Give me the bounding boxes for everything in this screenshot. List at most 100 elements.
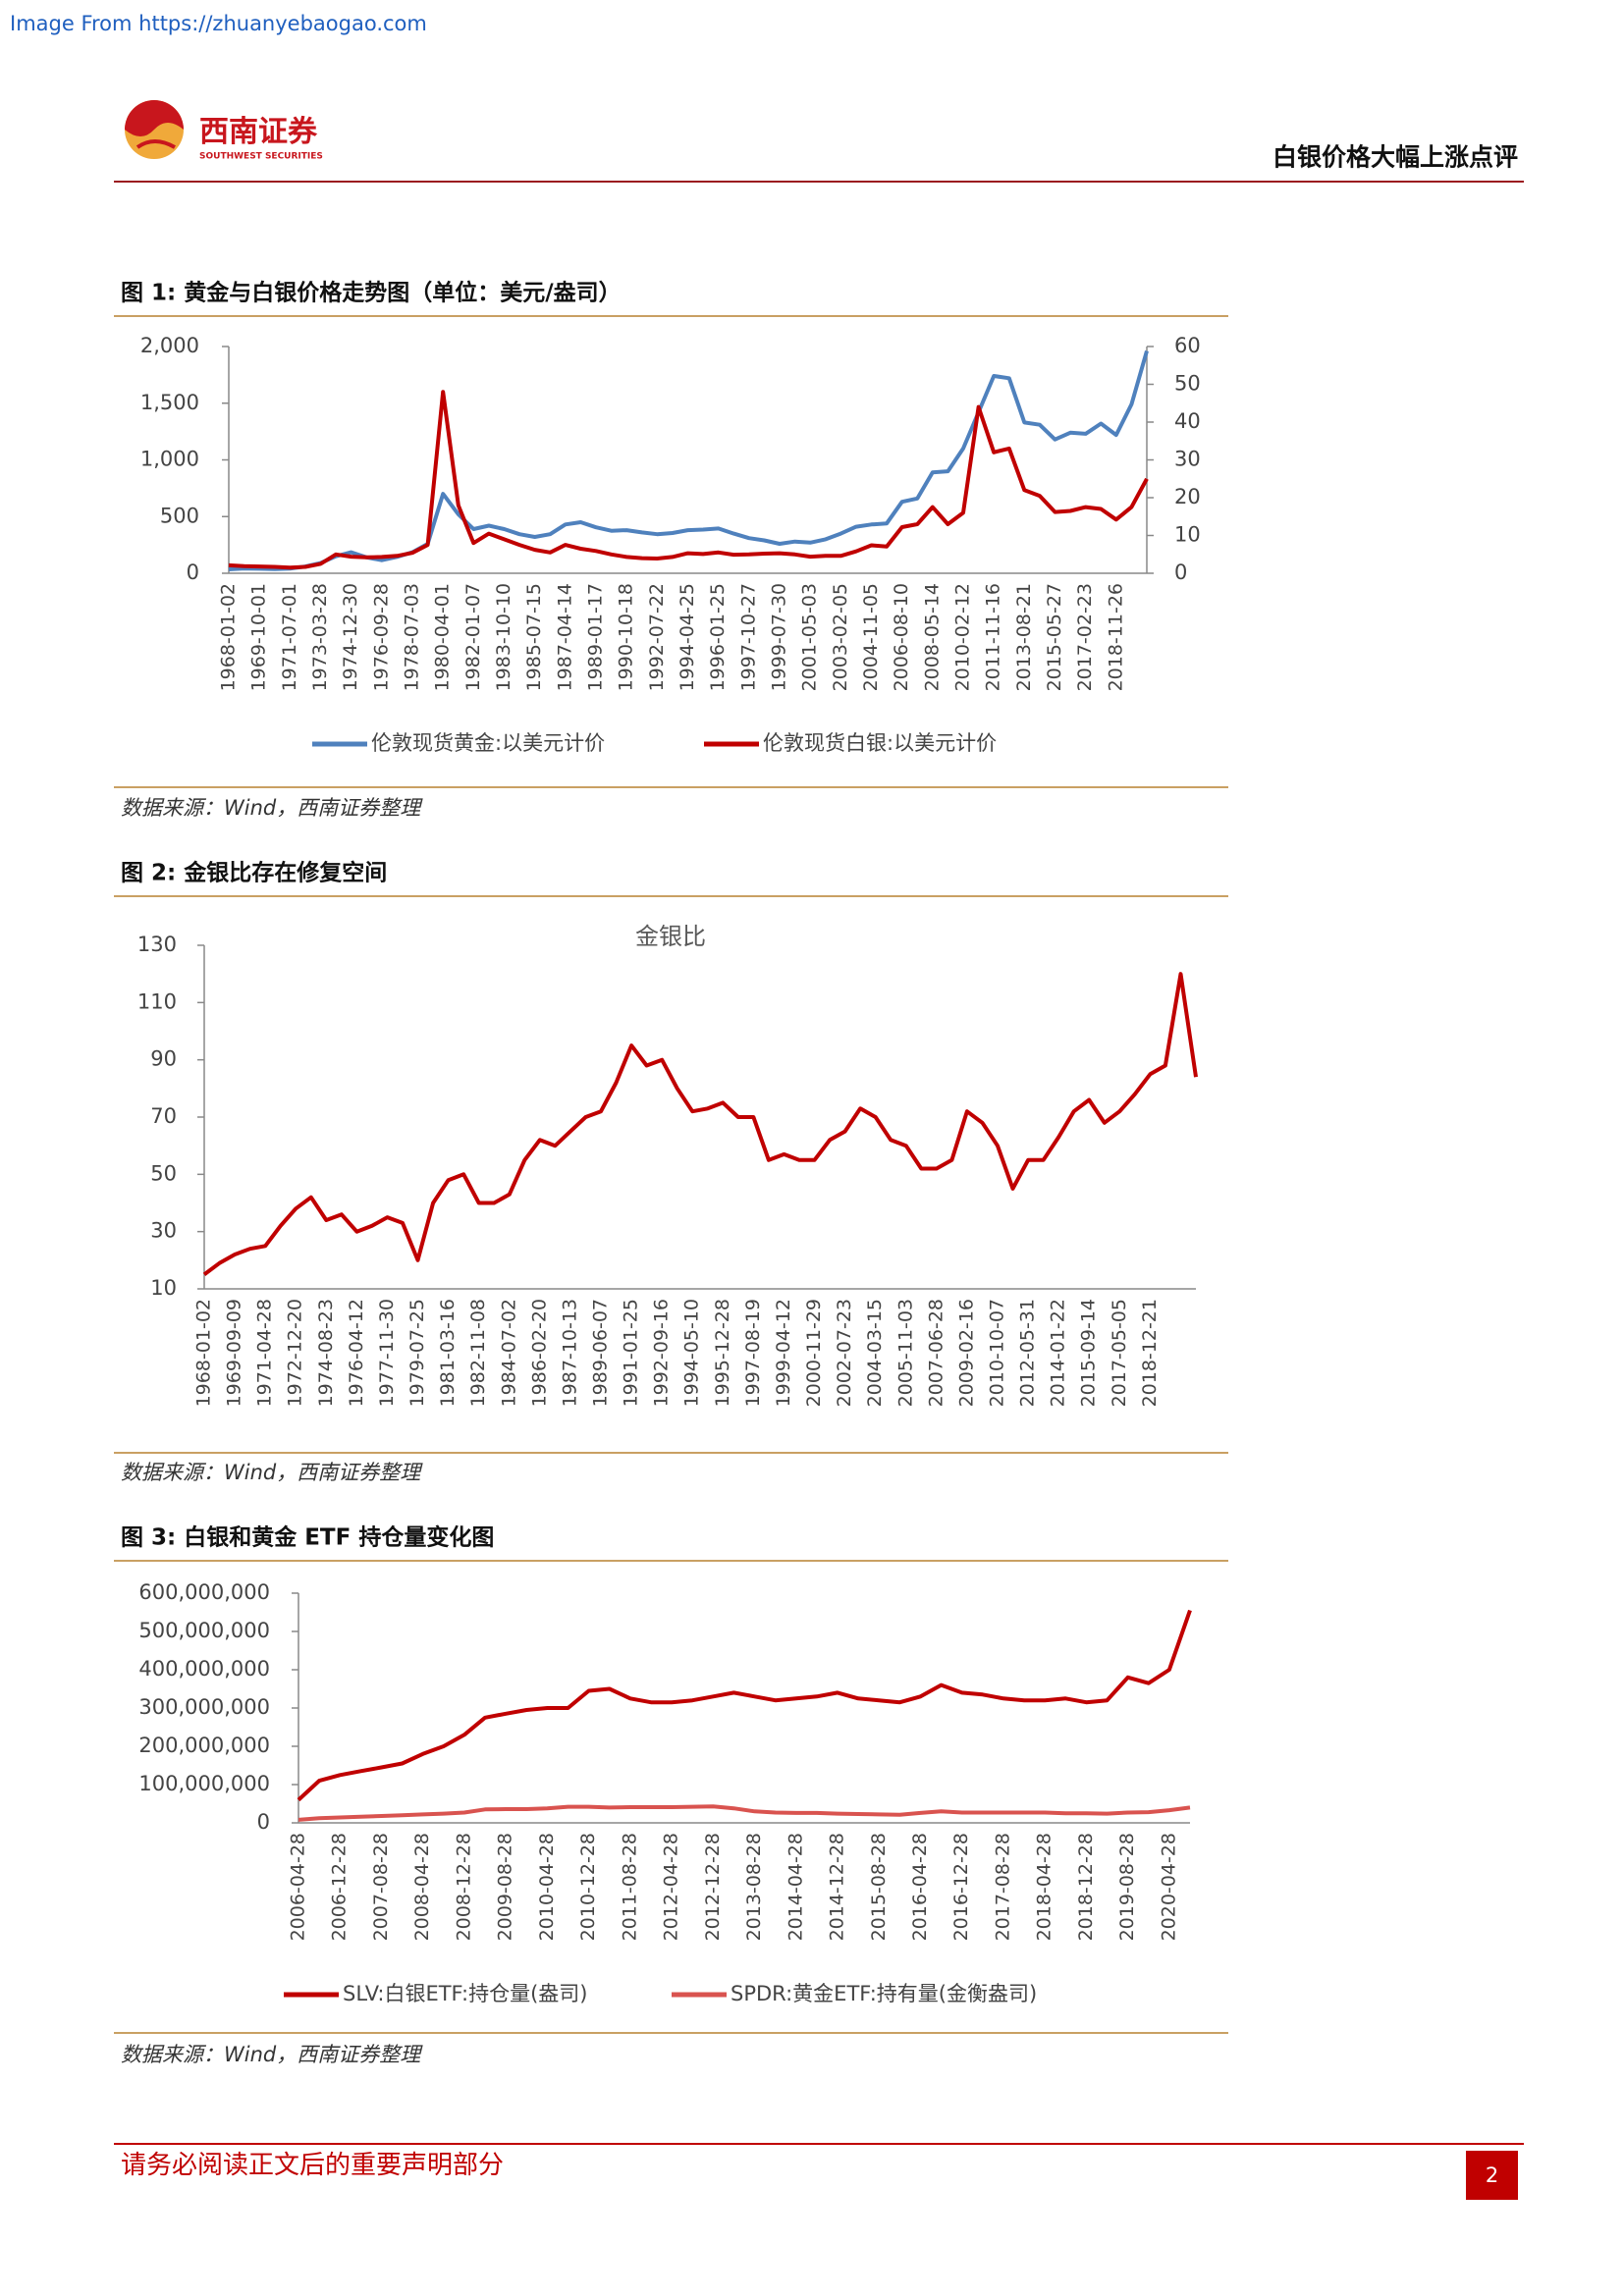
logo (125, 100, 184, 159)
y-tick-label: 70 (150, 1104, 177, 1128)
data-line (228, 390, 1149, 570)
x-tick-label: 2008-05-14 (921, 583, 943, 691)
figure-caption: 图 2: 金银比存在修复空间 (121, 860, 387, 886)
x-tick-label: 1995-12-28 (712, 1299, 733, 1407)
y2-tick-label: 0 (1174, 561, 1187, 584)
x-tick-label: 1979-07-25 (406, 1299, 428, 1407)
data-line (297, 1609, 1192, 1802)
y2-tick-label: 10 (1174, 523, 1201, 547)
x-tick-label: 1989-01-17 (585, 583, 607, 691)
y-tick-label: 1,000 (140, 448, 199, 471)
legend-label: SPDR:黄金ETF:持有量(金衡盎司) (731, 1982, 1037, 2005)
data-line (298, 1804, 1191, 1822)
x-tick-label: 2010-12-28 (577, 1833, 599, 1941)
x-tick-label: 1997-08-19 (742, 1299, 764, 1407)
x-tick-label: 2011-08-28 (619, 1833, 640, 1941)
x-tick-label: 1971-04-28 (254, 1299, 276, 1407)
x-tick-label: 2014-01-22 (1048, 1299, 1069, 1407)
x-tick-label: 2011-11-16 (983, 583, 1004, 691)
x-tick-label: 2012-05-31 (1017, 1299, 1039, 1407)
x-tick-label: 2009-08-28 (495, 1833, 516, 1941)
data-line (202, 972, 1198, 1277)
x-tick-label: 1983-10-10 (493, 583, 514, 691)
x-tick-label: 1990-10-18 (616, 583, 637, 691)
y-tick-label: 300,000,000 (138, 1695, 270, 1719)
x-tick-label: 1980-04-01 (432, 583, 454, 691)
x-tick-label: 2006-08-10 (891, 583, 912, 691)
y-tick-label: 1,500 (140, 391, 199, 414)
x-tick-label: 2004-03-15 (864, 1299, 886, 1407)
figure-caption: 图 1: 黄金与白银价格走势图（单位：美元/盎司） (121, 280, 622, 306)
x-tick-label: 2008-12-28 (453, 1833, 474, 1941)
x-tick-label: 1982-01-07 (462, 583, 484, 691)
x-tick-label: 2018-11-26 (1105, 583, 1126, 691)
x-tick-label: 1992-07-22 (646, 583, 668, 691)
y2-tick-label: 40 (1174, 409, 1201, 433)
x-tick-label: 2015-08-28 (868, 1833, 890, 1941)
x-tick-label: 1969-10-01 (248, 583, 270, 691)
figure-caption: 图 3: 白银和黄金 ETF 持仓量变化图 (121, 1524, 494, 1551)
x-tick-label: 1968-01-02 (193, 1299, 215, 1407)
x-tick-label: 1984-07-02 (498, 1299, 519, 1407)
y2-tick-label: 50 (1174, 372, 1201, 396)
x-tick-label: 2004-11-05 (860, 583, 882, 691)
x-tick-label: 1973-03-28 (309, 583, 331, 691)
x-tick-label: 2007-06-28 (925, 1299, 947, 1407)
x-tick-label: 1999-04-12 (773, 1299, 794, 1407)
legend-label: 伦敦现货黄金:以美元计价 (371, 731, 605, 755)
x-tick-label: 2007-08-28 (370, 1833, 392, 1941)
figure-source: 数据来源：Wind，西南证券整理 (121, 2043, 423, 2066)
x-tick-label: 2003-02-05 (830, 583, 851, 691)
x-tick-label: 1972-12-20 (285, 1299, 306, 1407)
x-tick-label: 2015-05-27 (1044, 583, 1065, 691)
x-tick-label: 1971-07-01 (279, 583, 300, 691)
x-tick-label: 1976-04-12 (346, 1299, 367, 1407)
y-tick-label: 130 (137, 933, 177, 956)
y2-tick-label: 30 (1174, 448, 1201, 471)
x-tick-label: 2017-05-05 (1109, 1299, 1130, 1407)
x-tick-label: 1987-04-14 (554, 583, 575, 691)
x-tick-label: 1999-07-30 (769, 583, 790, 691)
x-tick-label: 2006-12-28 (329, 1833, 351, 1941)
x-tick-label: 1994-05-10 (681, 1299, 703, 1407)
x-tick-label: 1985-07-15 (523, 583, 545, 691)
x-tick-label: 2017-08-28 (992, 1833, 1013, 1941)
y-tick-label: 500,000,000 (138, 1619, 270, 1642)
y-tick-label: 0 (187, 561, 199, 584)
x-tick-label: 1991-01-25 (621, 1299, 642, 1407)
y-tick-label: 100,000,000 (138, 1772, 270, 1795)
x-tick-label: 1974-08-23 (315, 1299, 337, 1407)
x-tick-label: 2017-02-23 (1074, 583, 1096, 691)
y2-tick-label: 20 (1174, 485, 1201, 508)
x-tick-label: 2018-12-21 (1139, 1299, 1161, 1407)
x-tick-label: 1981-03-16 (437, 1299, 459, 1407)
y-tick-label: 2,000 (140, 334, 199, 357)
chart-title: 金银比 (635, 923, 706, 950)
x-tick-label: 2006-04-28 (288, 1833, 309, 1941)
y-tick-label: 0 (257, 1810, 270, 1834)
y-tick-label: 400,000,000 (138, 1657, 270, 1681)
page-number-box (1466, 2151, 1518, 2200)
y-tick-label: 30 (150, 1219, 177, 1243)
x-tick-label: 2016-04-28 (909, 1833, 931, 1941)
x-tick-label: 2005-11-03 (894, 1299, 916, 1407)
x-tick-label: 1968-01-02 (218, 583, 240, 691)
x-tick-label: 1977-11-30 (376, 1299, 398, 1407)
x-tick-label: 2016-12-28 (950, 1833, 972, 1941)
x-tick-label: 1992-09-16 (651, 1299, 673, 1407)
x-tick-label: 2002-07-23 (834, 1299, 855, 1407)
figure-source: 数据来源：Wind，西南证券整理 (121, 796, 423, 820)
page-number: 2 (1486, 2163, 1498, 2187)
x-tick-label: 2020-04-28 (1158, 1833, 1179, 1941)
x-tick-label: 2008-04-28 (411, 1833, 433, 1941)
x-tick-label: 2018-04-28 (1034, 1833, 1056, 1941)
x-tick-label: 2010-02-12 (952, 583, 974, 691)
x-tick-label: 1997-10-27 (737, 583, 759, 691)
y-tick-label: 50 (150, 1161, 177, 1185)
y-tick-label: 10 (150, 1276, 177, 1300)
x-tick-label: 2009-02-16 (955, 1299, 977, 1407)
x-tick-label: 1986-02-20 (528, 1299, 550, 1407)
x-tick-label: 1996-01-25 (707, 583, 729, 691)
